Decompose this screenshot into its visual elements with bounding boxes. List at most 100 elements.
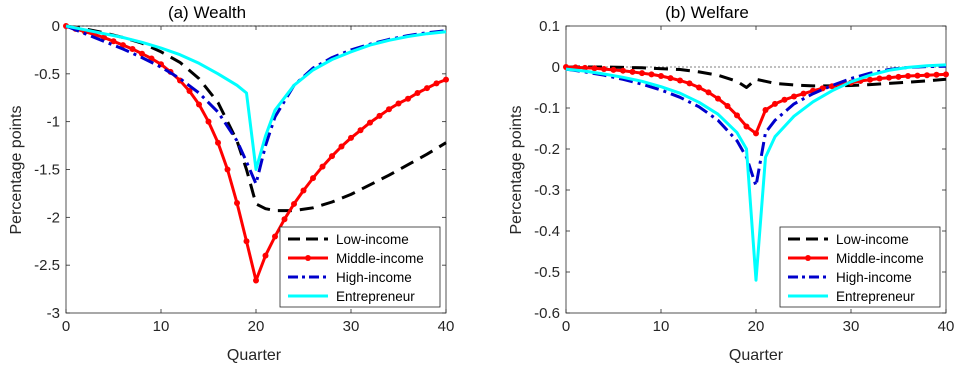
data-point bbox=[886, 74, 892, 81]
data-point bbox=[329, 153, 335, 160]
data-point bbox=[933, 71, 940, 78]
data-point bbox=[781, 96, 788, 103]
x-tick-label: 30 bbox=[343, 318, 360, 335]
data-point bbox=[272, 233, 278, 240]
data-point bbox=[300, 187, 307, 194]
x-tick-label: 10 bbox=[653, 318, 670, 335]
legend-label: Entrepreneur bbox=[336, 289, 415, 304]
y-tick-label: -0.5 bbox=[534, 264, 560, 281]
data-point bbox=[648, 71, 655, 78]
x-axis-label: Quarter bbox=[729, 347, 784, 364]
data-point bbox=[395, 100, 402, 107]
data-point bbox=[234, 199, 240, 206]
data-point bbox=[367, 119, 373, 126]
data-point bbox=[291, 200, 297, 207]
data-point bbox=[357, 127, 364, 134]
y-tick-label: -0.3 bbox=[534, 182, 560, 199]
data-point bbox=[791, 93, 797, 100]
y-tick-label: 0.1 bbox=[539, 18, 560, 35]
data-point bbox=[281, 216, 288, 223]
data-point bbox=[895, 73, 902, 80]
legend-label: High-income bbox=[836, 270, 912, 285]
data-point bbox=[433, 80, 440, 87]
data-point bbox=[338, 143, 345, 150]
y-tick-label: -3 bbox=[47, 305, 60, 322]
x-tick-label: 20 bbox=[748, 318, 765, 335]
data-point bbox=[101, 34, 107, 41]
data-point bbox=[734, 112, 740, 119]
data-point bbox=[196, 101, 202, 108]
legend-label: Middle-income bbox=[836, 251, 924, 266]
data-point bbox=[582, 64, 588, 71]
x-tick-label: 10 bbox=[153, 318, 170, 335]
data-point bbox=[686, 80, 693, 87]
x-tick-label: 30 bbox=[843, 318, 860, 335]
data-point bbox=[186, 88, 193, 95]
data-point bbox=[914, 72, 921, 79]
data-point bbox=[591, 65, 598, 72]
data-point bbox=[876, 75, 883, 82]
data-point bbox=[376, 112, 383, 119]
data-point bbox=[224, 166, 231, 173]
data-point bbox=[905, 73, 911, 80]
data-point bbox=[924, 72, 930, 79]
data-point bbox=[620, 67, 626, 74]
legend-label: High-income bbox=[336, 270, 412, 285]
data-point bbox=[405, 95, 411, 102]
legend-label: Low-income bbox=[836, 232, 909, 247]
data-point bbox=[800, 90, 807, 97]
data-point bbox=[120, 42, 126, 49]
x-tick-label: 40 bbox=[938, 318, 955, 335]
data-point bbox=[943, 71, 949, 78]
y-tick-label: 0 bbox=[552, 59, 560, 76]
y-tick-label: -2.5 bbox=[34, 257, 60, 274]
chart-title: (b) Welfare bbox=[665, 3, 749, 22]
data-point bbox=[424, 85, 430, 92]
data-point bbox=[658, 73, 664, 80]
data-point bbox=[348, 134, 354, 141]
data-point bbox=[319, 163, 326, 170]
data-point bbox=[205, 118, 212, 125]
data-point bbox=[243, 238, 250, 245]
series-line-high-income bbox=[65, 24, 447, 186]
wealth-chart-panel: (a) Wealth Quarter Percentage points 0 10… bbox=[8, 3, 454, 364]
series-line-entrepreneur bbox=[565, 63, 947, 282]
legend-label: Entrepreneur bbox=[836, 289, 915, 304]
data-point bbox=[762, 107, 769, 114]
y-tick-label: -2 bbox=[47, 209, 60, 226]
y-tick-label: -0.1 bbox=[534, 100, 560, 117]
legend-marker bbox=[305, 255, 311, 261]
legend-label: Low-income bbox=[336, 232, 409, 247]
x-tick-label: 0 bbox=[562, 318, 570, 335]
y-tick-label: -0.2 bbox=[534, 141, 560, 158]
y-tick-label: -0.5 bbox=[34, 66, 60, 83]
data-point bbox=[753, 130, 759, 137]
data-point bbox=[724, 102, 731, 109]
data-point bbox=[215, 139, 221, 146]
data-point bbox=[443, 76, 449, 83]
data-point bbox=[110, 38, 117, 45]
chart-title: (a) Wealth bbox=[168, 3, 246, 22]
data-point bbox=[129, 45, 136, 52]
data-point bbox=[715, 95, 721, 102]
data-point bbox=[677, 77, 683, 84]
x-tick-label: 40 bbox=[438, 318, 455, 335]
data-point bbox=[386, 106, 392, 113]
x-axis-label: Quarter bbox=[227, 347, 282, 364]
data-point bbox=[743, 123, 750, 130]
series-line-low-income bbox=[566, 65, 947, 89]
y-tick-label: -0.4 bbox=[534, 223, 560, 240]
y-tick-label: -1.5 bbox=[34, 162, 60, 179]
data-point bbox=[262, 252, 269, 259]
data-point bbox=[667, 75, 674, 82]
data-point bbox=[610, 66, 617, 73]
y-tick-label: -0.6 bbox=[534, 305, 560, 322]
data-point bbox=[139, 50, 145, 57]
data-point bbox=[601, 66, 607, 73]
y-axis-label: Percentage points bbox=[508, 106, 525, 235]
data-point bbox=[696, 84, 702, 91]
welfare-chart-panel: (b) Welfare Quarter Percentage points 0 1… bbox=[508, 3, 954, 364]
legend-label: Middle-income bbox=[336, 251, 424, 266]
x-tick-label: 20 bbox=[248, 318, 265, 335]
x-tick-label: 0 bbox=[62, 318, 70, 335]
